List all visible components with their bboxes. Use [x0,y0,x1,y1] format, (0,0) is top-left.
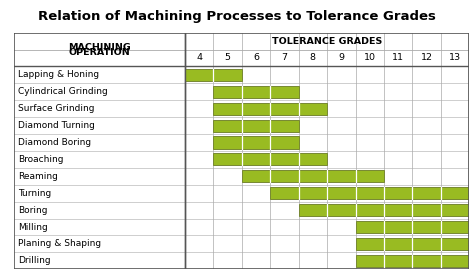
Bar [242,170,384,183]
Text: 13: 13 [449,54,461,63]
Text: 4: 4 [196,54,202,63]
Bar [213,137,299,149]
Text: 10: 10 [364,54,376,63]
Text: Boring: Boring [18,206,47,215]
Text: Surface Grinding: Surface Grinding [18,104,94,113]
Text: Planing & Shaping: Planing & Shaping [18,239,101,248]
Bar [213,153,327,165]
Text: 12: 12 [420,54,433,63]
Text: Diamond Boring: Diamond Boring [18,138,91,147]
Bar [213,119,299,132]
Text: MACHINING: MACHINING [68,42,131,51]
Bar [213,86,299,98]
Bar [185,69,242,81]
Bar [356,238,469,250]
Text: 11: 11 [392,54,404,63]
Text: 5: 5 [225,54,230,63]
Bar [356,255,469,267]
Text: Reaming: Reaming [18,172,58,181]
Text: 7: 7 [282,54,287,63]
Bar [356,221,469,233]
Text: OPERATION: OPERATION [69,48,130,57]
Bar [270,187,469,199]
Text: 9: 9 [338,54,344,63]
Bar [299,204,469,216]
Text: 6: 6 [253,54,259,63]
Text: Diamond Turning: Diamond Turning [18,121,95,130]
Text: Turning: Turning [18,189,51,198]
Bar [213,103,327,115]
Text: TOLERANCE GRADES: TOLERANCE GRADES [272,37,382,46]
Text: Cylindrical Grinding: Cylindrical Grinding [18,87,108,96]
Text: Milling: Milling [18,222,47,231]
Text: Lapping & Honing: Lapping & Honing [18,70,99,79]
Text: 8: 8 [310,54,316,63]
Text: Broaching: Broaching [18,155,64,164]
Text: Drilling: Drilling [18,256,51,265]
Text: Relation of Machining Processes to Tolerance Grades: Relation of Machining Processes to Toler… [38,10,436,23]
